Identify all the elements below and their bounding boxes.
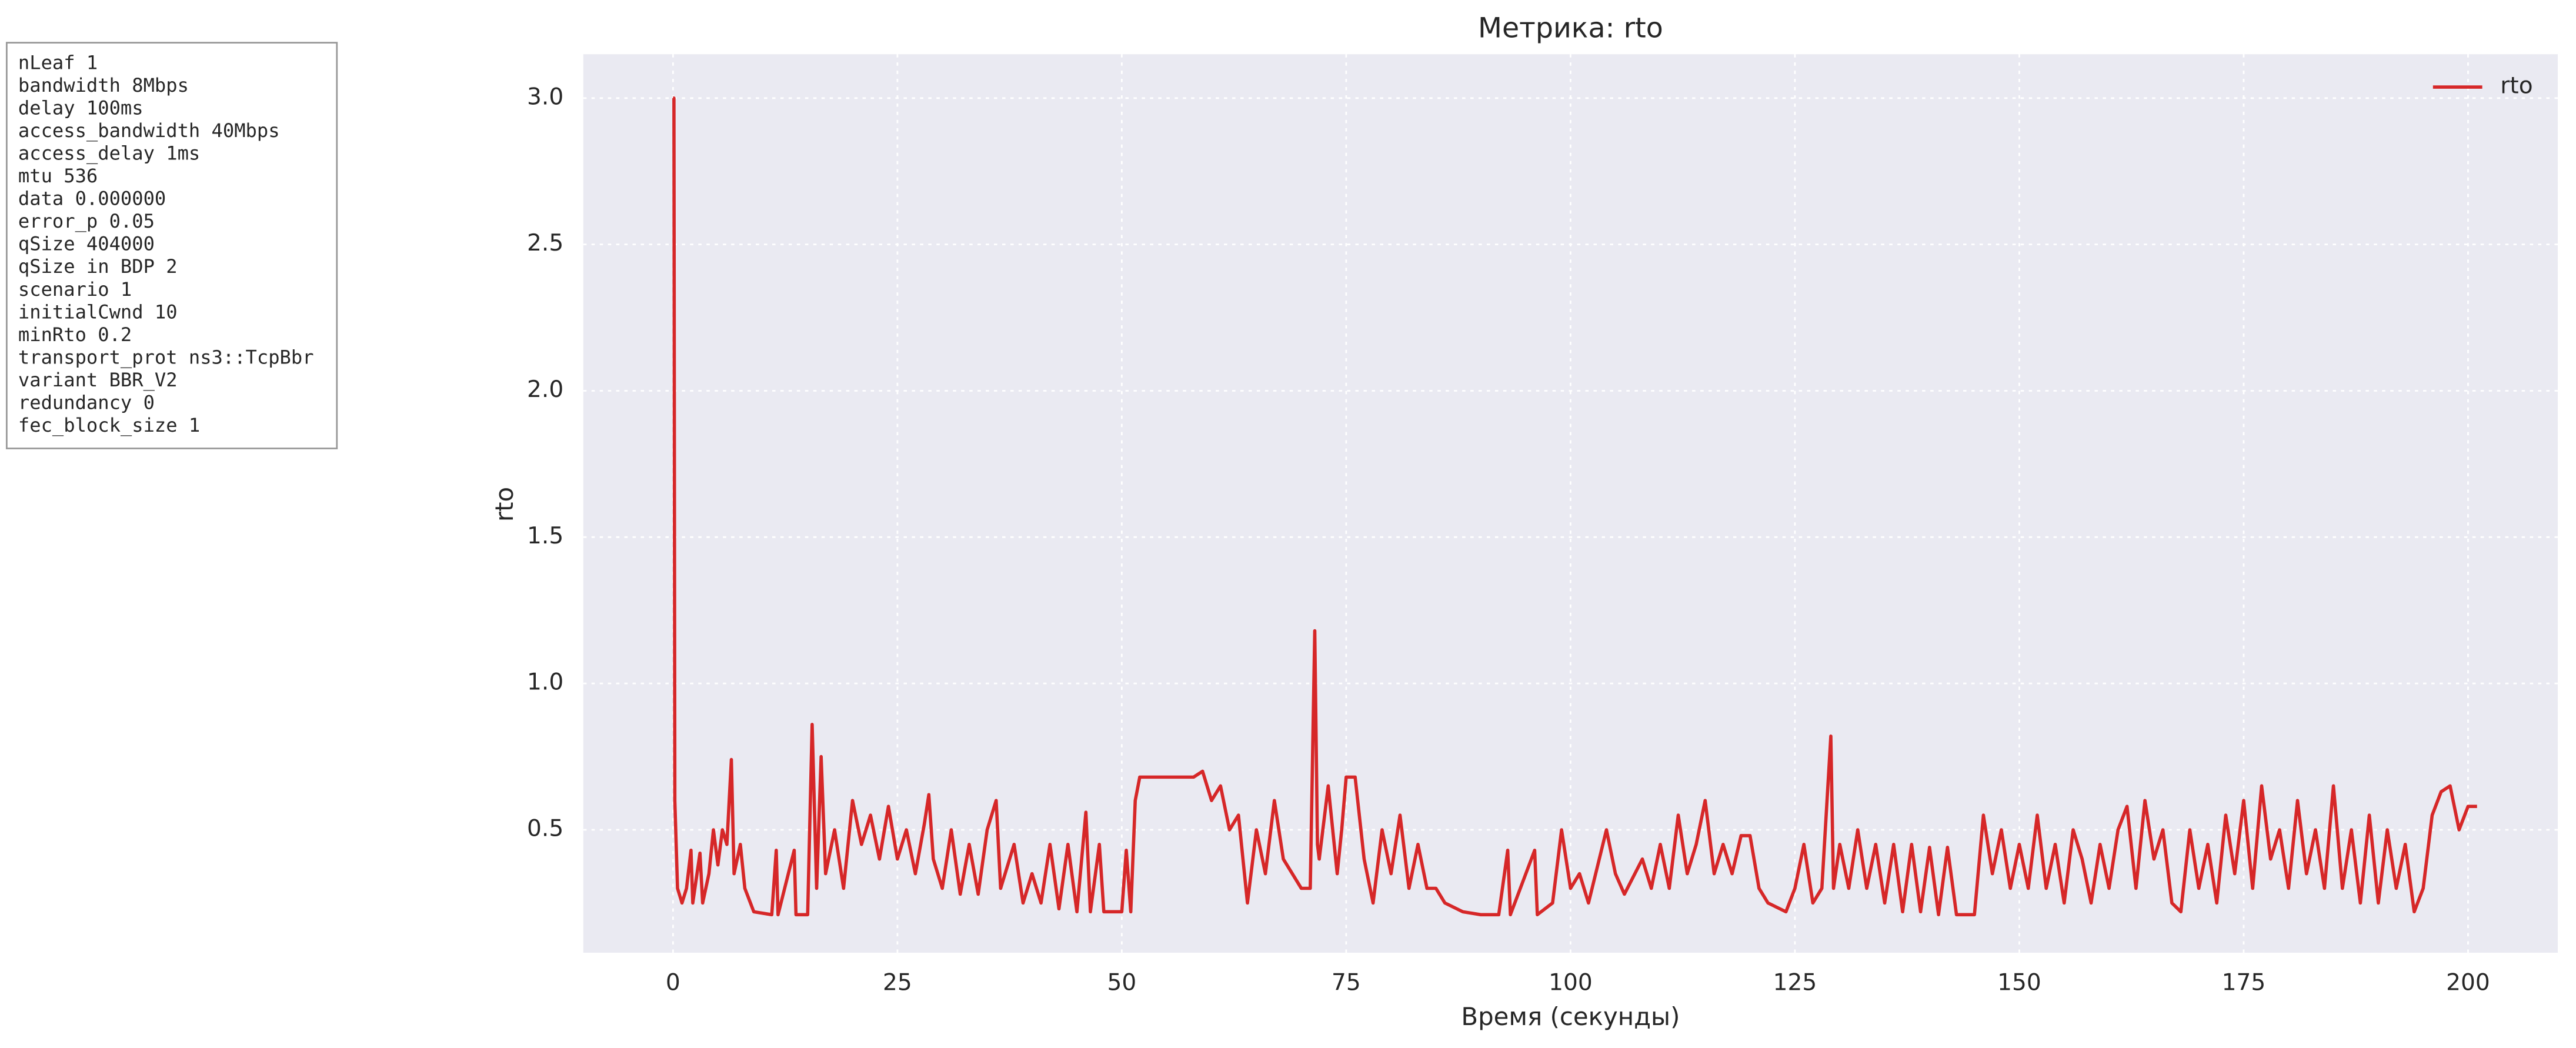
info-line: error_p 0.05 [18, 210, 155, 232]
info-line: scenario 1 [18, 278, 132, 301]
info-line: mtu 536 [18, 165, 98, 187]
x-tick-label: 50 [1107, 970, 1137, 996]
x-tick-label: 100 [1549, 970, 1593, 996]
info-line: access_delay 1ms [18, 142, 200, 164]
info-line: delay 100ms [18, 96, 144, 119]
info-line: minRto 0.2 [18, 323, 132, 346]
x-axis-label: Время (секунды) [1461, 1002, 1680, 1031]
data-line [672, 96, 2477, 917]
y-tick-label: 0.5 [527, 815, 563, 842]
info-line: bandwidth 8Mbps [18, 74, 189, 96]
info-line: variant BBR_V2 [18, 369, 178, 391]
info-box [5, 42, 338, 449]
plot-area [583, 54, 2558, 953]
info-line: qSize in BDP 2 [18, 255, 178, 278]
x-tick-label: 75 [1332, 970, 1361, 996]
y-tick-label: 1.0 [527, 669, 563, 696]
info-line: redundancy 0 [18, 391, 155, 413]
marks [672, 96, 2477, 917]
info-line: transport_prot ns3::TcpBbr [18, 346, 314, 368]
info-line: qSize 404000 [18, 233, 155, 255]
y-tick-label: 3.0 [527, 84, 563, 110]
x-tick-label: 25 [883, 970, 912, 996]
x-tick-label: 200 [2446, 970, 2490, 996]
y-axis-label: rto [490, 487, 519, 522]
info-line: access_bandwidth 40Mbps [18, 119, 280, 142]
x-tick-label: 150 [1997, 970, 2041, 996]
legend-label: rto [2500, 73, 2532, 99]
y-tick-label: 2.5 [527, 230, 563, 256]
y-tick-label: 1.5 [527, 523, 563, 549]
info-line: data 0.000000 [18, 188, 166, 210]
info-line: fec_block_size 1 [18, 414, 200, 436]
info-line: nLeaf 1 [18, 51, 98, 74]
x-tick-label: 125 [1773, 970, 1817, 996]
y-tick-label: 2.0 [527, 376, 563, 403]
x-tick-label: 175 [2222, 970, 2266, 996]
info-line: initialCwnd 10 [18, 301, 178, 323]
x-tick-label: 0 [666, 970, 680, 996]
chart-title: Метрика: rto [1478, 12, 1663, 44]
